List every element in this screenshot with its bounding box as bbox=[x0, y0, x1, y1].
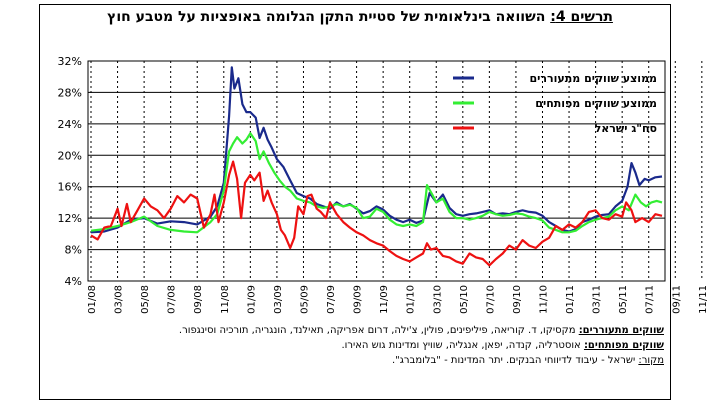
y-tick-label: 16% bbox=[58, 181, 82, 194]
x-tick-label: 03/11 bbox=[592, 285, 603, 314]
series-line-2 bbox=[90, 132, 663, 234]
note-source-label: מקור: bbox=[638, 355, 664, 366]
y-tick-label: 32% bbox=[58, 55, 82, 68]
y-tick-label: 4% bbox=[65, 275, 82, 288]
y-tick-label: 12% bbox=[58, 212, 82, 225]
y-tick-label: 28% bbox=[58, 86, 82, 99]
x-tick-label: 09/09 bbox=[353, 285, 364, 314]
note-developed-label: שווקים מפותחים: bbox=[583, 340, 664, 351]
x-tick-label: 09/08 bbox=[193, 285, 204, 314]
note-source: מקור: ישראל - עיבוד לדיווחי הבנקים. יתר … bbox=[46, 353, 664, 368]
series-line-3 bbox=[90, 160, 663, 267]
note-developed-text: אוסטרליה, קנדה, יפאן, אנגליה, שוויץ ומדי… bbox=[341, 340, 581, 351]
note-emerging-text: מקסיקו, ד. קוריאה, פיליפינים, פולין, צ'י… bbox=[178, 325, 576, 336]
y-tick-label: 20% bbox=[58, 149, 82, 162]
chart-title-text: השוואה בינלאומית של סטיית התקן הגלומה בא… bbox=[107, 9, 546, 25]
x-tick-label: 11/08 bbox=[220, 285, 231, 314]
chart-title-label: תרשים 4: bbox=[550, 9, 613, 25]
x-tick-label: 01/10 bbox=[406, 285, 417, 314]
x-tick-label: 09/11 bbox=[671, 285, 682, 314]
x-tick-label: 07/09 bbox=[326, 285, 337, 314]
x-tick-label: 09/10 bbox=[512, 285, 523, 314]
x-tick-label: 11/09 bbox=[379, 285, 390, 314]
x-tick-label: 07/10 bbox=[485, 285, 496, 314]
x-tick-label: 03/09 bbox=[273, 285, 284, 314]
x-tick-label: 11/10 bbox=[538, 285, 549, 314]
x-tick-label: 05/10 bbox=[459, 285, 470, 314]
x-tick-label: 01/09 bbox=[246, 285, 257, 314]
x-tick-label: 01/11 bbox=[565, 285, 576, 314]
note-developed: שווקים מפותחים: אוסטרליה, קנדה, יפאן, אנ… bbox=[46, 338, 664, 353]
x-tick-label: 07/11 bbox=[645, 285, 656, 314]
legend-label-3: סח"ג ישראל bbox=[595, 122, 657, 135]
note-emerging-label: שווקים מתעוררים: bbox=[578, 325, 664, 336]
x-tick-label: 05/11 bbox=[618, 285, 629, 314]
x-tick-label: 11/11 bbox=[698, 285, 709, 314]
x-tick-label: 07/08 bbox=[167, 285, 178, 314]
legend-label-1: ממוצע שווקים מתעוררים bbox=[530, 72, 657, 85]
note-source-text: ישראל - עיבוד לדיווחי הבנקים. יתר המדינו… bbox=[392, 355, 636, 366]
plot-area bbox=[87, 60, 666, 282]
note-emerging: שווקים מתעוררים: מקסיקו, ד. קוריאה, פילי… bbox=[46, 323, 664, 338]
y-tick-label: 8% bbox=[65, 244, 82, 257]
chart-title: תרשים 4: השוואה בינלאומית של סטיית התקן … bbox=[60, 8, 660, 27]
chart-notes: שווקים מתעוררים: מקסיקו, ד. קוריאה, פילי… bbox=[46, 323, 664, 368]
y-tick-label: 24% bbox=[58, 118, 82, 131]
legend-label-2: ממוצע שווקים מפותחים bbox=[535, 97, 657, 110]
x-tick-label: 03/08 bbox=[114, 285, 125, 314]
x-tick-label: 03/10 bbox=[432, 285, 443, 314]
x-tick-label: 05/08 bbox=[140, 285, 151, 314]
x-tick-label: 01/08 bbox=[87, 285, 98, 314]
x-tick-label: 05/09 bbox=[299, 285, 310, 314]
